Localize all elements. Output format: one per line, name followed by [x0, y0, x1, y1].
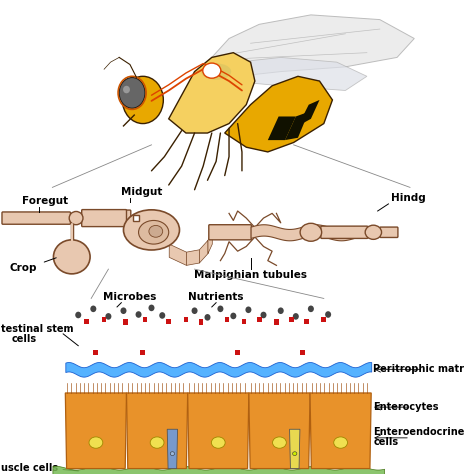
Polygon shape [169, 53, 255, 133]
Bar [140, 350, 145, 356]
Bar [225, 317, 229, 322]
Circle shape [278, 308, 284, 314]
Bar [133, 215, 139, 221]
Text: Foregut: Foregut [22, 196, 68, 206]
Circle shape [159, 312, 165, 319]
Polygon shape [65, 303, 371, 357]
Bar [84, 319, 89, 324]
Ellipse shape [54, 240, 90, 274]
Ellipse shape [124, 210, 180, 250]
Ellipse shape [334, 437, 347, 448]
Text: Hindg: Hindg [391, 193, 425, 203]
Text: Crop: Crop [9, 263, 37, 273]
Circle shape [191, 308, 198, 314]
Circle shape [261, 312, 266, 318]
Circle shape [218, 306, 223, 312]
Text: testinal stem: testinal stem [0, 324, 73, 334]
Circle shape [308, 306, 314, 312]
Ellipse shape [170, 452, 174, 456]
FancyBboxPatch shape [380, 227, 398, 237]
Bar [242, 319, 246, 324]
Bar [321, 317, 326, 322]
Ellipse shape [149, 226, 163, 237]
Circle shape [148, 305, 155, 311]
Polygon shape [167, 429, 178, 469]
Polygon shape [212, 57, 367, 91]
Circle shape [91, 306, 96, 312]
Text: Malpighian tubules: Malpighian tubules [194, 270, 307, 280]
Bar [93, 350, 98, 356]
Circle shape [136, 311, 142, 318]
Polygon shape [290, 429, 300, 469]
Polygon shape [65, 393, 127, 469]
Ellipse shape [201, 64, 231, 80]
FancyBboxPatch shape [209, 225, 251, 240]
Bar [143, 317, 147, 322]
Polygon shape [249, 393, 310, 469]
Circle shape [204, 314, 210, 320]
Circle shape [293, 313, 299, 319]
Ellipse shape [211, 437, 225, 448]
Polygon shape [188, 393, 249, 469]
Text: cells: cells [374, 437, 399, 447]
Polygon shape [310, 393, 371, 469]
Ellipse shape [300, 223, 322, 241]
FancyBboxPatch shape [123, 210, 131, 226]
Circle shape [105, 313, 111, 319]
Text: uscle cells: uscle cells [0, 463, 58, 474]
Text: Peritrophic matr: Peritrophic matr [374, 365, 465, 374]
Polygon shape [285, 112, 309, 140]
Ellipse shape [203, 63, 221, 78]
Ellipse shape [89, 437, 103, 448]
Bar [199, 319, 203, 325]
Ellipse shape [150, 437, 164, 448]
Bar [257, 317, 262, 322]
Bar [102, 317, 107, 322]
Circle shape [75, 312, 81, 318]
Circle shape [123, 86, 130, 93]
Circle shape [120, 308, 127, 314]
Bar [304, 319, 309, 324]
Bar [274, 319, 279, 325]
Bar [123, 319, 128, 325]
Circle shape [325, 311, 331, 318]
Text: Midgut: Midgut [121, 187, 163, 197]
Text: Microbes: Microbes [103, 292, 156, 302]
Polygon shape [127, 393, 188, 469]
Text: Enterocytes: Enterocytes [374, 402, 439, 412]
Bar [183, 317, 188, 322]
Circle shape [246, 307, 251, 313]
FancyBboxPatch shape [321, 226, 368, 238]
Bar [289, 317, 294, 322]
Bar [300, 350, 305, 356]
Ellipse shape [122, 76, 164, 124]
Ellipse shape [273, 437, 286, 448]
FancyBboxPatch shape [82, 210, 127, 227]
Polygon shape [268, 117, 296, 140]
Ellipse shape [119, 77, 145, 108]
Polygon shape [298, 100, 319, 126]
Bar [235, 350, 240, 356]
Ellipse shape [138, 220, 169, 244]
Circle shape [230, 313, 237, 319]
FancyBboxPatch shape [2, 212, 71, 224]
Polygon shape [208, 15, 414, 76]
Ellipse shape [69, 211, 83, 225]
Ellipse shape [292, 452, 297, 456]
Ellipse shape [365, 225, 382, 239]
Text: Nutrients: Nutrients [188, 292, 244, 302]
Bar [166, 319, 171, 324]
Polygon shape [225, 76, 332, 152]
Text: cells: cells [11, 334, 36, 344]
Text: Enteroendocrine: Enteroendocrine [374, 427, 465, 437]
